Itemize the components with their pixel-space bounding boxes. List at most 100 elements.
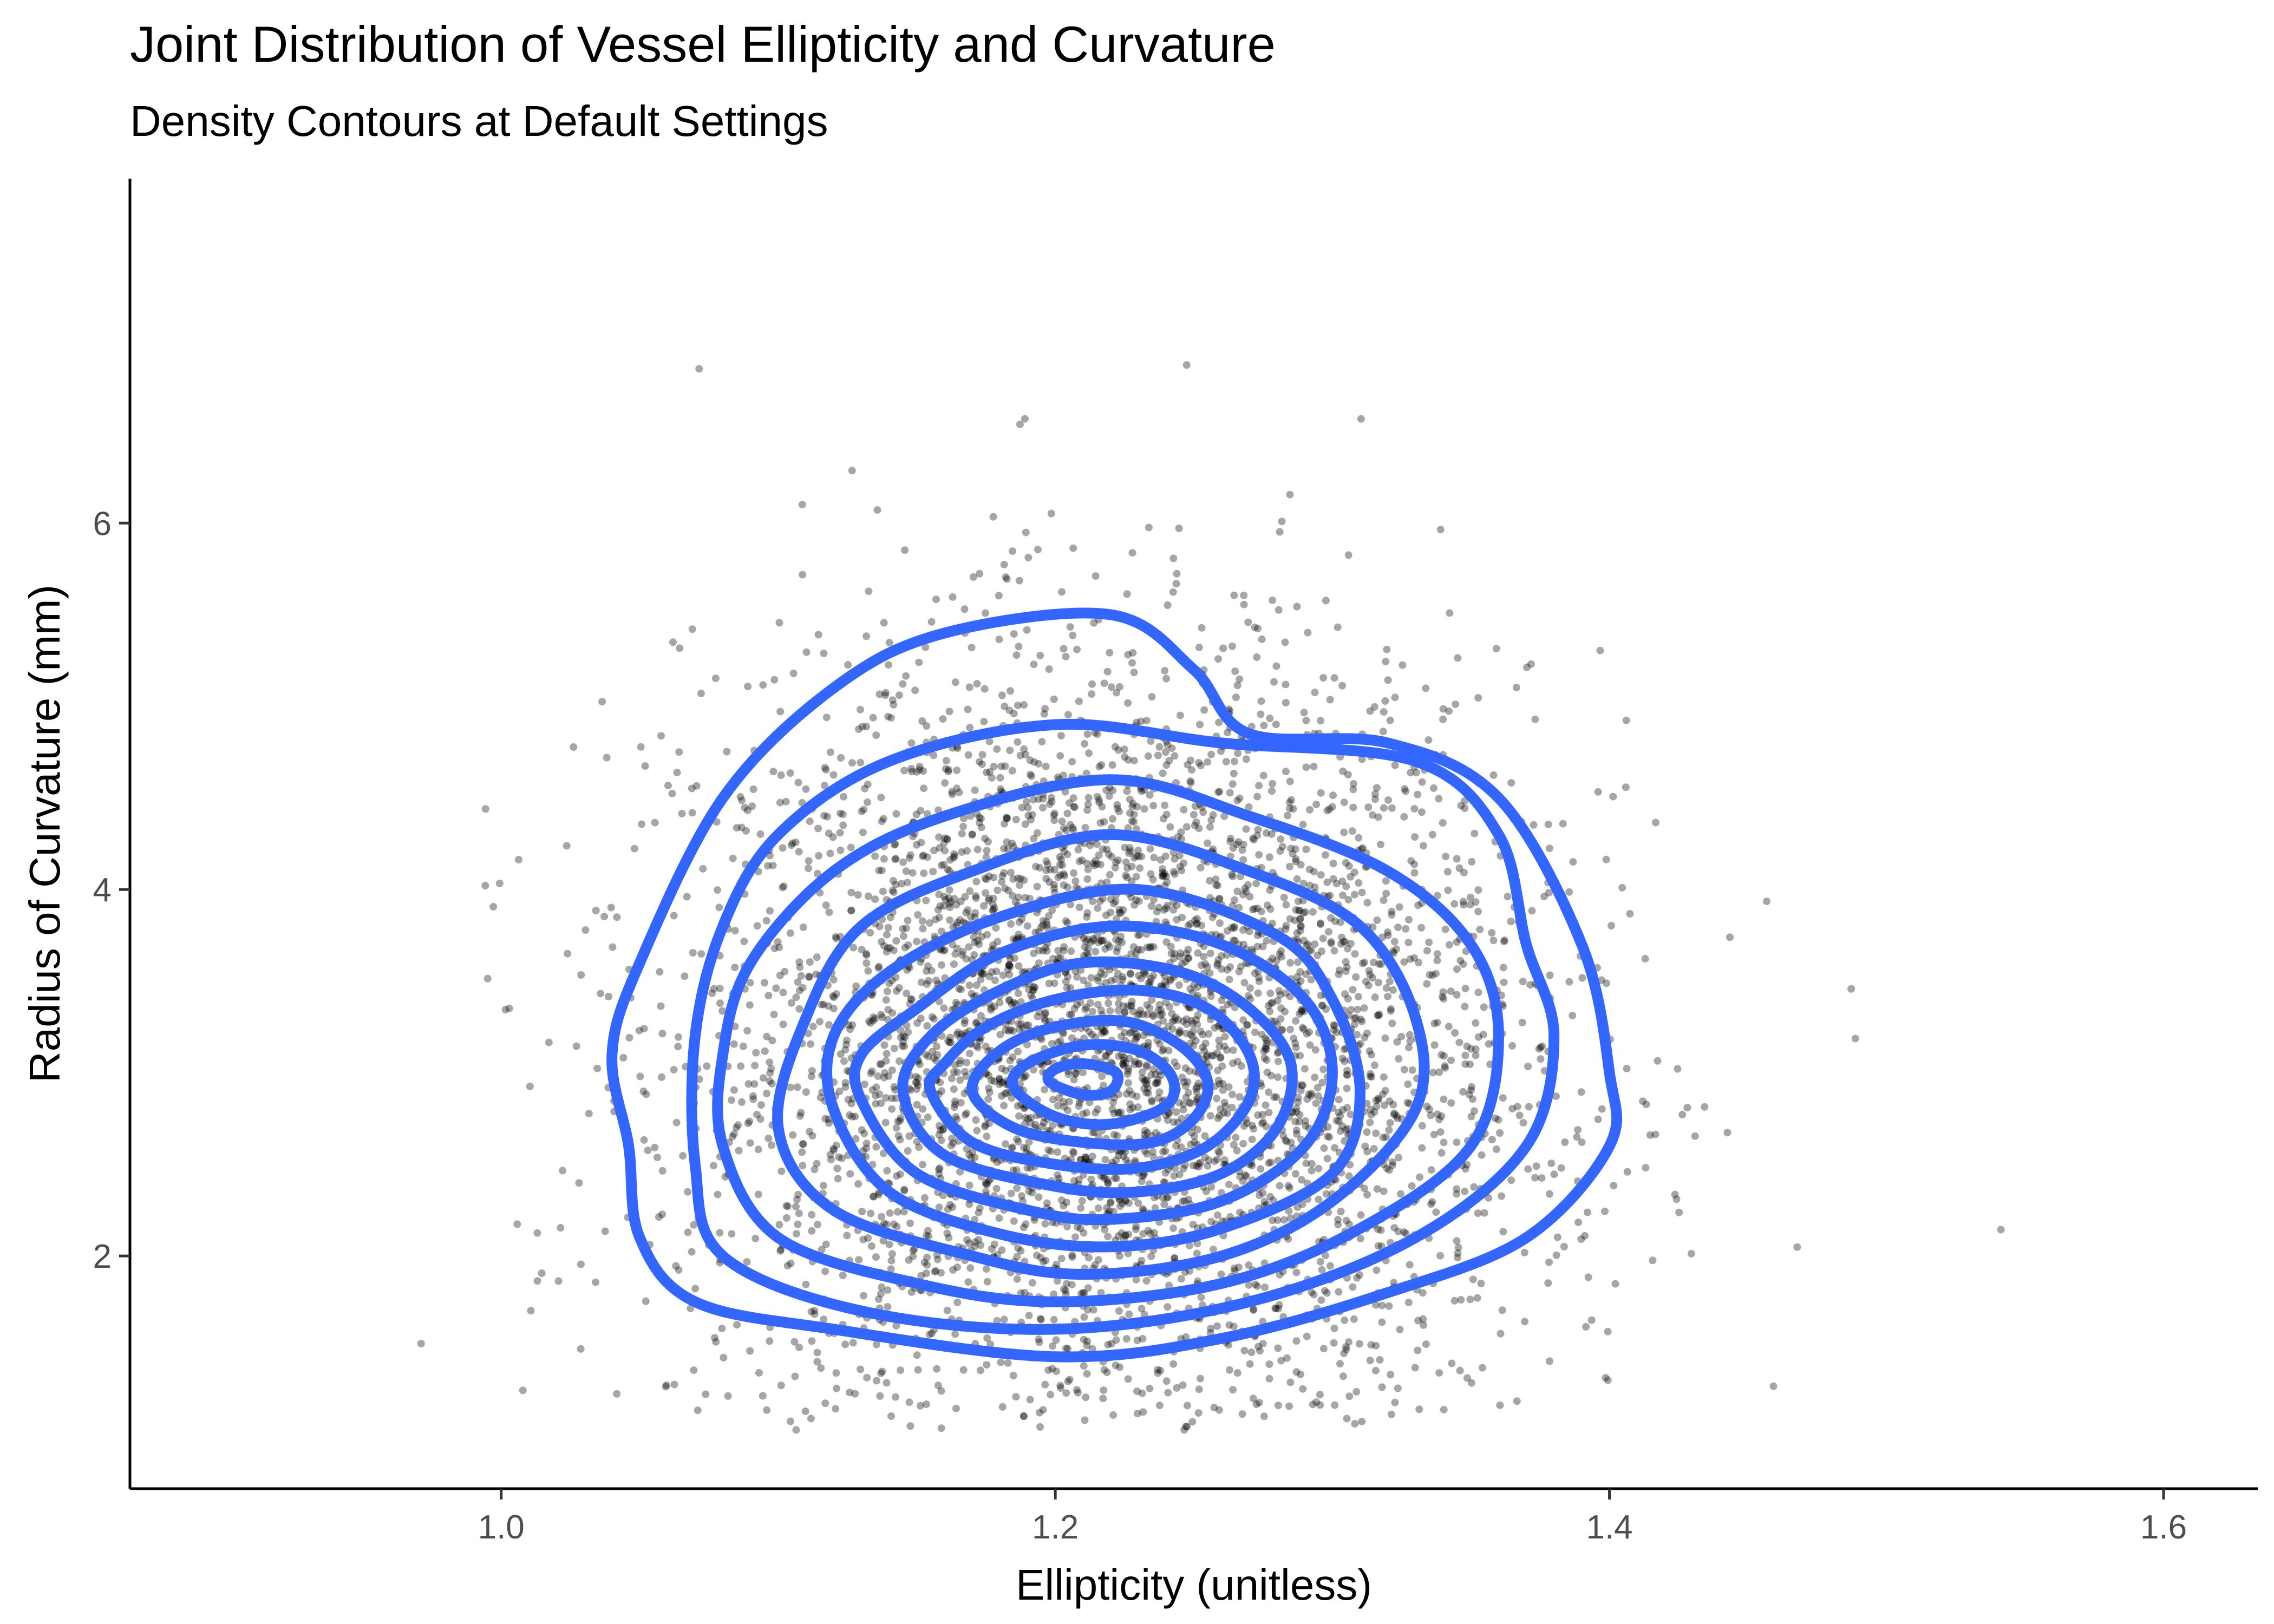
scatter-point bbox=[1444, 886, 1452, 894]
scatter-point bbox=[878, 866, 886, 874]
scatter-point bbox=[906, 1422, 914, 1430]
scatter-point bbox=[967, 1154, 975, 1162]
scatter-point bbox=[1216, 1080, 1224, 1088]
scatter-point bbox=[1274, 1344, 1282, 1352]
scatter-point bbox=[989, 513, 997, 521]
scatter-point bbox=[875, 1090, 884, 1098]
scatter-point bbox=[1010, 630, 1018, 638]
scatter-point bbox=[1230, 769, 1238, 777]
scatter-point bbox=[1076, 1156, 1084, 1164]
scatter-point bbox=[1338, 1122, 1346, 1130]
scatter-point bbox=[1055, 1175, 1063, 1183]
scatter-point bbox=[1306, 806, 1314, 814]
scatter-point bbox=[1499, 964, 1507, 972]
scatter-point bbox=[1296, 907, 1304, 915]
scatter-point bbox=[1649, 1256, 1657, 1265]
scatter-point bbox=[739, 1042, 747, 1050]
scatter-point bbox=[794, 1220, 802, 1228]
scatter-point bbox=[1050, 1315, 1058, 1324]
scatter-point bbox=[953, 1263, 961, 1271]
scatter-point bbox=[1121, 843, 1129, 852]
scatter-point bbox=[1119, 973, 1127, 981]
scatter-point bbox=[733, 1124, 740, 1132]
scatter-point bbox=[1023, 626, 1031, 634]
scatter-point bbox=[1030, 983, 1038, 991]
scatter-point bbox=[1769, 1382, 1778, 1390]
scatter-point bbox=[1369, 974, 1376, 982]
scatter-point bbox=[1005, 997, 1014, 1005]
scatter-point bbox=[1140, 1084, 1148, 1092]
scatter-point bbox=[1179, 1164, 1187, 1173]
scatter-point bbox=[858, 807, 866, 815]
scatter-point bbox=[1030, 1216, 1038, 1224]
scatter-point bbox=[1229, 1090, 1236, 1098]
scatter-point bbox=[1015, 962, 1023, 970]
scatter-point bbox=[1138, 787, 1146, 795]
scatter-point bbox=[953, 1001, 962, 1009]
scatter-point bbox=[1161, 1169, 1169, 1177]
scatter-point bbox=[1408, 1182, 1416, 1190]
scatter-point bbox=[952, 901, 960, 909]
scatter-point bbox=[869, 713, 877, 722]
scatter-point bbox=[763, 1032, 771, 1040]
scatter-point bbox=[1169, 906, 1178, 914]
scatter-point bbox=[814, 1221, 821, 1229]
scatter-point bbox=[1553, 1233, 1561, 1241]
scatter-point bbox=[1014, 1244, 1022, 1252]
scatter-point bbox=[1128, 802, 1136, 810]
scatter-point bbox=[1239, 856, 1247, 864]
scatter-point bbox=[1277, 1004, 1285, 1012]
scatter-point bbox=[1041, 1017, 1049, 1025]
scatter-point bbox=[1192, 1037, 1200, 1045]
scatter-point bbox=[1454, 1254, 1461, 1262]
scatter-point bbox=[1428, 1198, 1436, 1206]
scatter-point bbox=[1130, 810, 1138, 818]
scatter-point bbox=[1414, 1317, 1422, 1325]
scatter-point bbox=[1197, 762, 1205, 770]
scatter-point bbox=[1251, 905, 1259, 913]
scatter-point bbox=[1036, 864, 1044, 872]
scatter-point bbox=[1111, 863, 1119, 872]
scatter-point bbox=[657, 1073, 665, 1081]
scatter-point bbox=[1193, 1240, 1201, 1248]
scatter-point bbox=[1118, 938, 1126, 946]
scatter-point bbox=[1355, 879, 1363, 887]
scatter-point bbox=[896, 1117, 904, 1125]
scatter-point bbox=[1008, 839, 1016, 847]
scatter-point bbox=[1027, 991, 1035, 999]
scatter-point bbox=[1024, 1115, 1032, 1123]
scatter-point bbox=[805, 973, 813, 980]
scatter-point bbox=[883, 1220, 891, 1228]
scatter-point bbox=[1302, 1122, 1310, 1130]
scatter-point bbox=[1242, 1172, 1250, 1180]
scatter-point bbox=[1184, 761, 1192, 769]
scatter-point bbox=[950, 960, 958, 968]
scatter-point bbox=[662, 1383, 670, 1391]
scatter-point bbox=[936, 1078, 944, 1086]
scatter-point bbox=[1608, 922, 1615, 929]
scatter-point bbox=[1000, 560, 1008, 568]
scatter-point bbox=[1411, 1364, 1419, 1372]
scatter-point bbox=[1123, 590, 1131, 598]
scatter-point bbox=[1200, 1047, 1208, 1055]
scatter-point bbox=[1114, 804, 1121, 813]
scatter-point bbox=[795, 986, 803, 994]
scatter-point bbox=[1018, 1192, 1025, 1200]
scatter-point bbox=[683, 893, 691, 901]
scatter-point bbox=[1265, 853, 1273, 861]
scatter-point bbox=[1204, 839, 1212, 847]
scatter-point bbox=[644, 1147, 652, 1155]
scatter-point bbox=[875, 867, 883, 875]
scatter-point bbox=[1349, 785, 1357, 794]
scatter-point bbox=[1380, 804, 1388, 812]
scatter-point bbox=[1188, 1418, 1197, 1426]
scatter-point bbox=[1561, 1138, 1569, 1146]
scatter-point bbox=[1195, 759, 1203, 767]
scatter-point bbox=[1323, 1155, 1331, 1163]
scatter-point bbox=[878, 1283, 886, 1291]
scatter-point bbox=[899, 680, 907, 688]
scatter-point bbox=[1091, 1261, 1099, 1269]
scatter-point bbox=[1120, 1056, 1128, 1064]
scatter-point bbox=[915, 658, 923, 666]
scatter-point bbox=[1180, 1197, 1188, 1205]
